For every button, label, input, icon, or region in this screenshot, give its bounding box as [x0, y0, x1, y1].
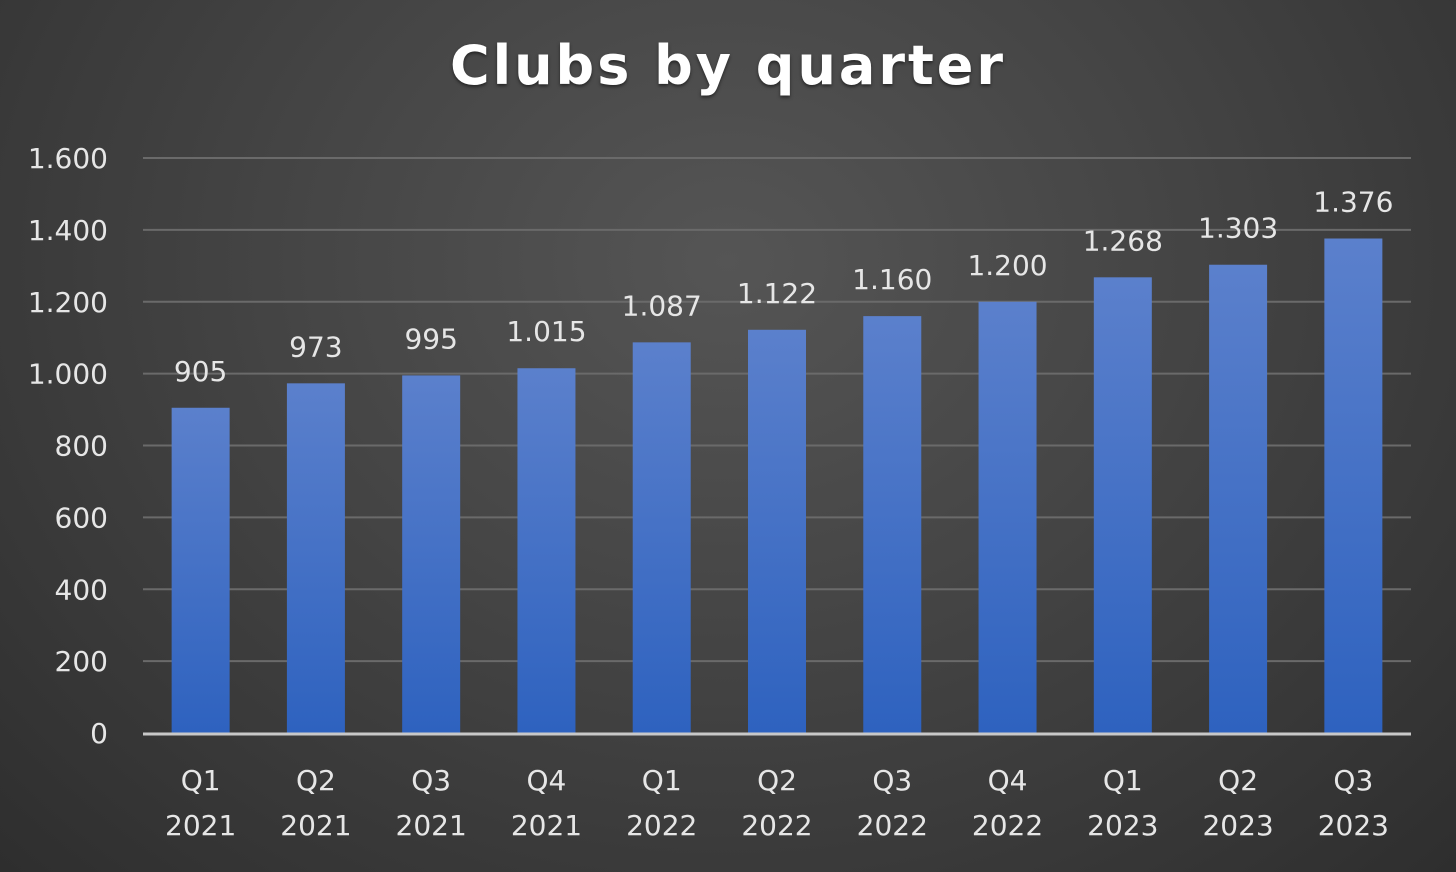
y-tick-label: 1.200: [28, 286, 108, 319]
y-axis: 0 200 400 600 800 1.000 1.200 1.400 1.600: [28, 142, 108, 750]
bar: [632, 342, 691, 733]
x-tick-label-quarter: Q3: [411, 764, 451, 797]
data-label: 1.160: [852, 263, 932, 296]
x-tick-label-quarter: Q2: [757, 764, 797, 797]
x-tick-label-year: 2023: [1202, 809, 1273, 842]
x-tick-label-quarter: Q3: [1333, 764, 1373, 797]
x-tick-label-quarter: Q4: [527, 764, 567, 797]
bar: [1209, 264, 1268, 733]
data-label: 905: [174, 355, 227, 388]
data-label: 1.015: [506, 315, 586, 348]
x-tick-label-year: 2021: [396, 809, 467, 842]
x-axis: Q1 2021 Q2 2021 Q3 2021 Q4 2021 Q1 2022 Q2 2022 Q3 20…: [143, 732, 1411, 842]
bar: [748, 329, 806, 733]
bar: [1324, 238, 1383, 733]
x-tick-label-year: 2023: [1318, 809, 1389, 842]
y-tick-label: 600: [55, 501, 108, 534]
bar: [517, 368, 576, 733]
x-tick-label-year: 2022: [741, 809, 812, 842]
chart-title: Clubs by quarter: [449, 34, 1007, 97]
y-tick-label: 1.000: [28, 358, 108, 391]
x-tick-label-year: 2023: [1087, 809, 1158, 842]
data-label: 1.303: [1198, 212, 1278, 245]
bar: [863, 316, 922, 733]
x-tick-label-quarter: Q2: [296, 764, 336, 797]
x-tick-label-quarter: Q4: [988, 764, 1028, 797]
x-tick-label-quarter: Q2: [1218, 764, 1258, 797]
data-label: 1.122: [737, 277, 817, 310]
x-tick-label-year: 2022: [972, 809, 1043, 842]
bar: [171, 407, 230, 733]
data-label: 1.087: [622, 289, 702, 322]
x-tick-label-year: 2021: [280, 809, 351, 842]
y-tick-label: 1.400: [28, 214, 108, 247]
bar: [286, 383, 345, 733]
bar: [1093, 277, 1152, 733]
y-tick-label: 400: [55, 573, 108, 606]
data-label: 1.200: [967, 249, 1047, 282]
x-tick-label-year: 2021: [165, 809, 236, 842]
x-tick-label-year: 2022: [857, 809, 928, 842]
x-tick-label-quarter: Q3: [872, 764, 912, 797]
x-tick-label-year: 2021: [511, 809, 582, 842]
x-tick-label-quarter: Q1: [642, 764, 682, 797]
bar: [978, 301, 1037, 733]
x-tick-label-quarter: Q1: [181, 764, 221, 797]
data-labels: 905 973 995 1.015 1.087 1.122 1.160 1.200 1.268 1…: [174, 186, 1394, 388]
bar: [402, 375, 461, 733]
x-tick-label-quarter: Q1: [1103, 764, 1143, 797]
y-tick-label: 0: [90, 717, 108, 750]
y-tick-label: 1.600: [28, 142, 108, 175]
data-label: 1.268: [1083, 224, 1163, 257]
data-label: 1.376: [1313, 186, 1393, 219]
bars: [171, 238, 1383, 733]
y-tick-label: 800: [55, 430, 108, 463]
y-tick-label: 200: [55, 645, 108, 678]
data-label: 995: [404, 322, 457, 355]
data-label: 973: [289, 330, 342, 363]
x-tick-label-year: 2022: [626, 809, 697, 842]
